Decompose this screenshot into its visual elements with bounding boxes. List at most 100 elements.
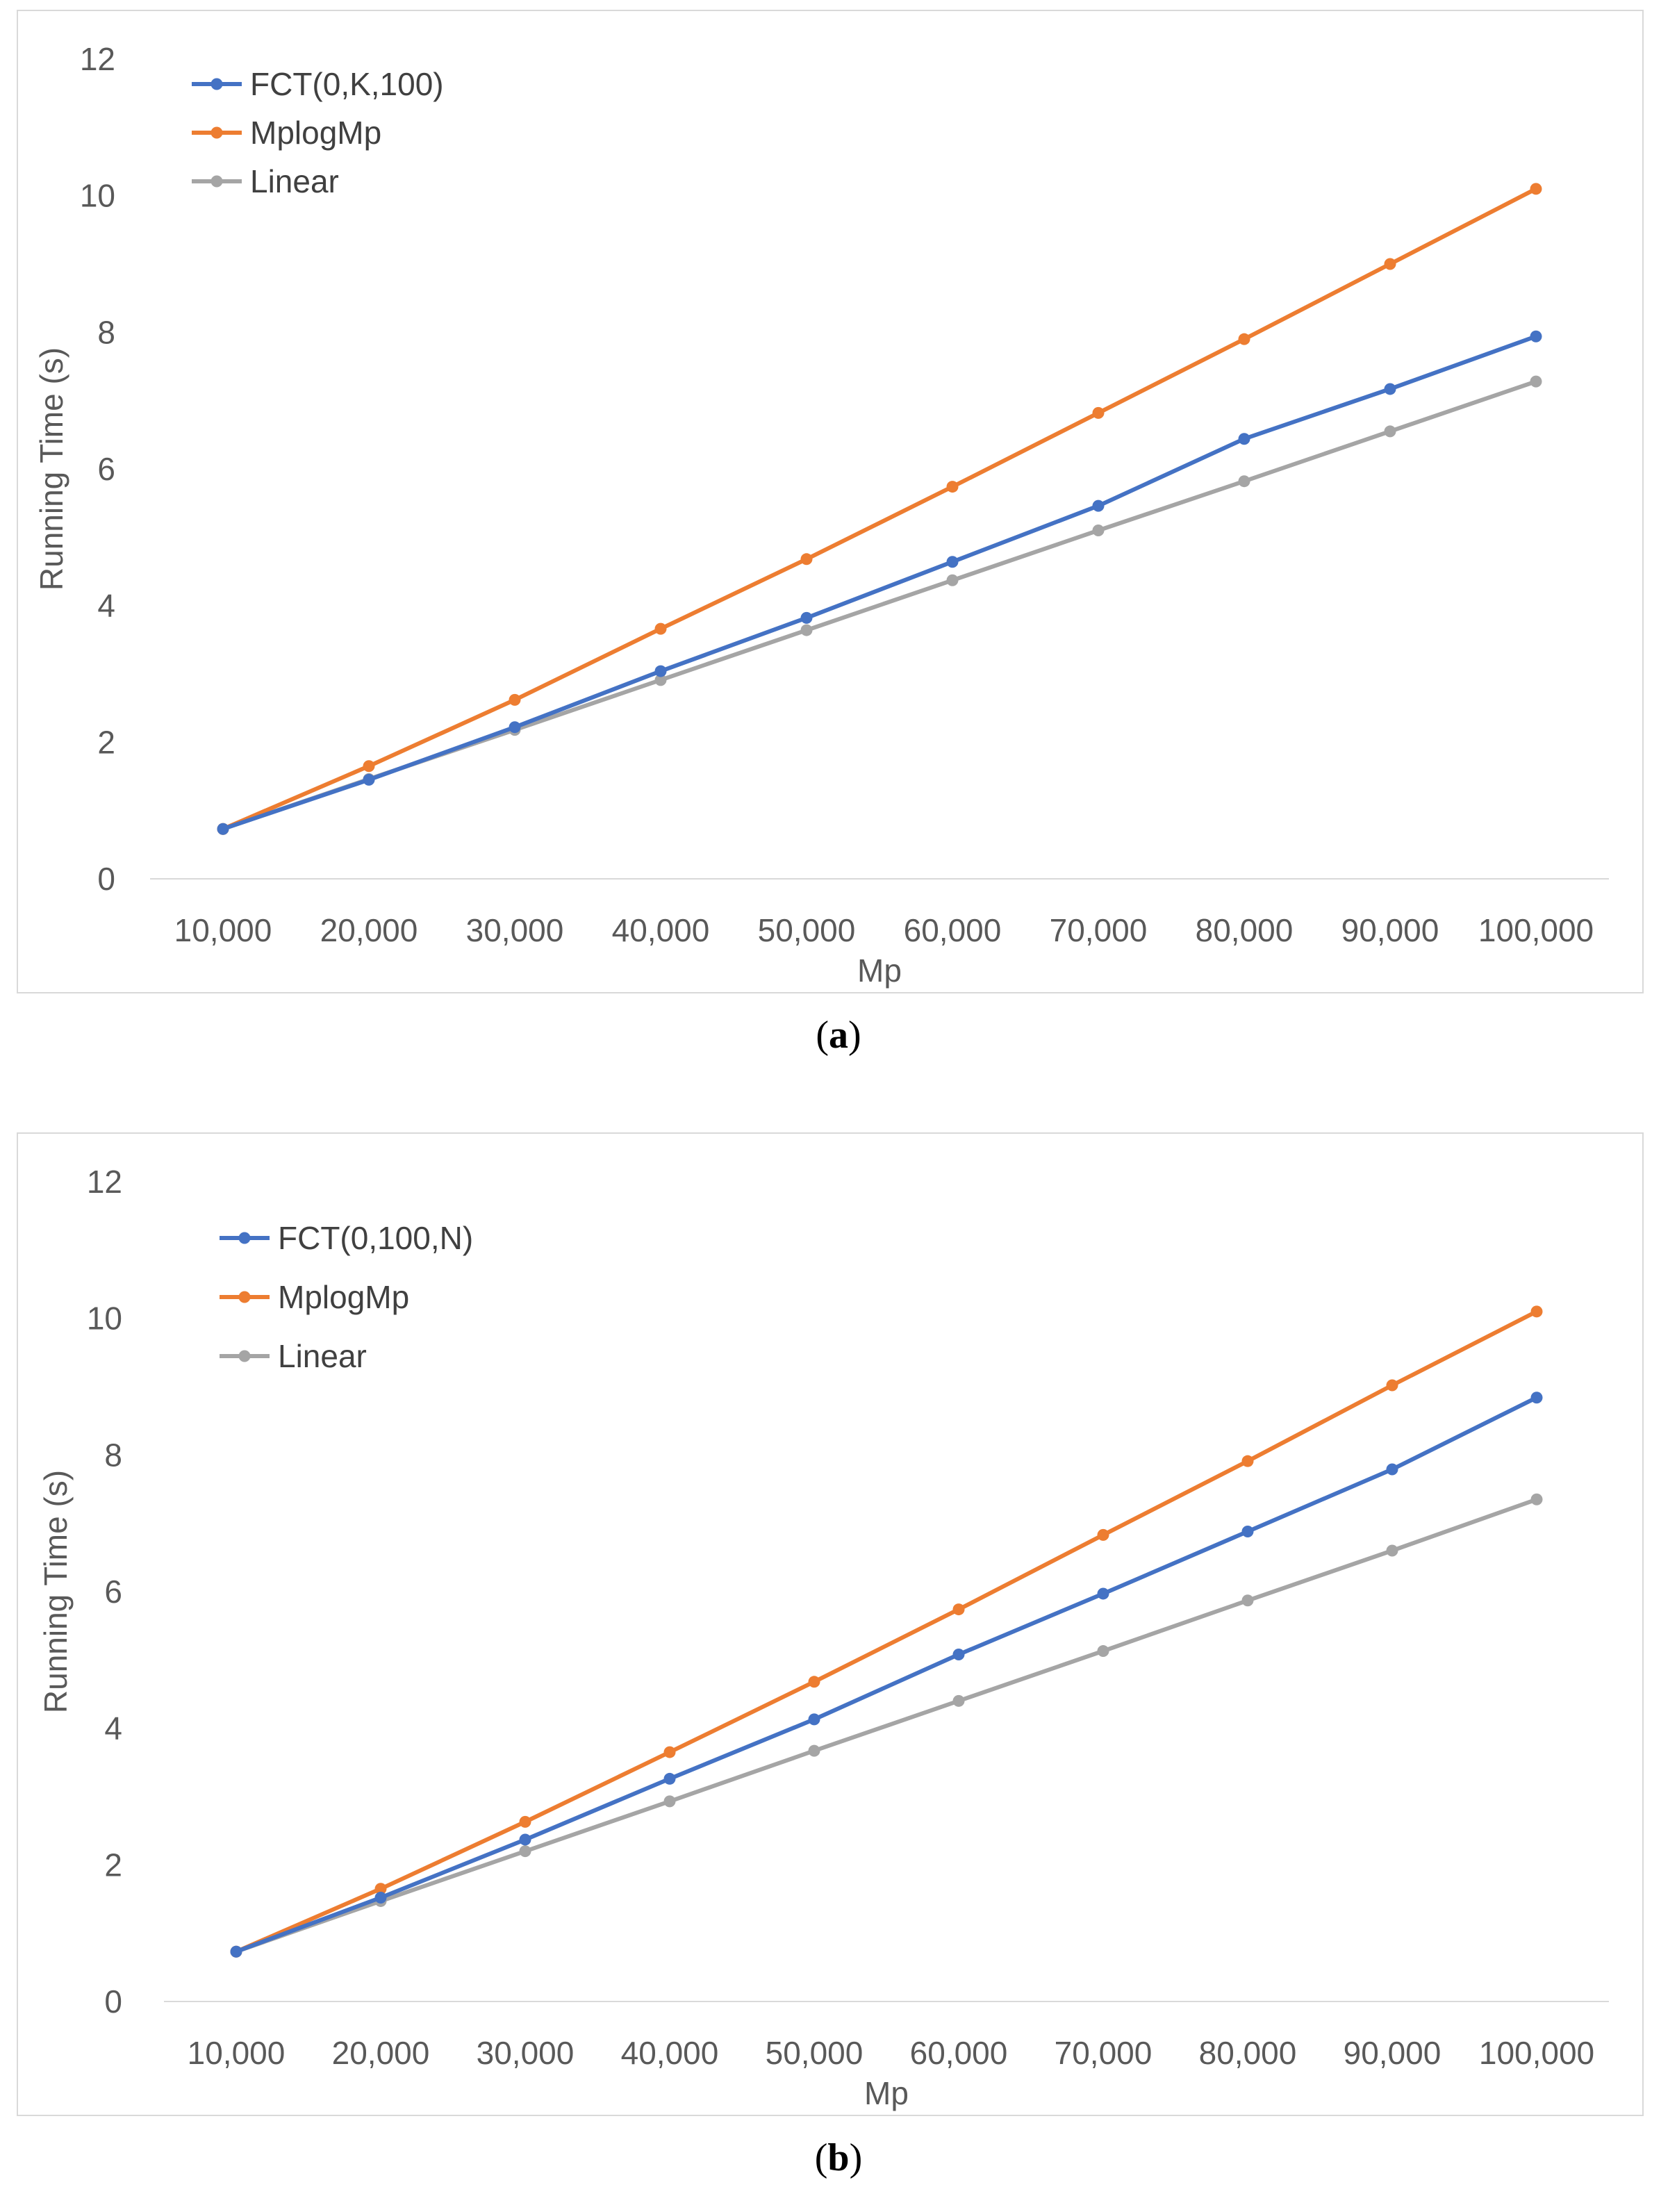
series-1 (217, 330, 1542, 835)
data-point (800, 553, 813, 566)
data-point (952, 1694, 965, 1707)
y-tick-label: 10 (80, 178, 115, 214)
legend-label: FCT(0,K,100) (250, 66, 444, 102)
data-point (946, 481, 959, 493)
y-tick-label: 8 (97, 314, 115, 350)
data-point (952, 1603, 965, 1616)
data-point (1386, 1379, 1398, 1392)
data-point (1530, 375, 1542, 388)
data-point (1092, 500, 1105, 512)
series-line (234, 1309, 1539, 1954)
x-tick-label: 70,000 (1050, 912, 1148, 948)
data-point (374, 1883, 387, 1895)
series-2 (217, 183, 1542, 835)
x-tick-label: 30,000 (466, 912, 564, 948)
data-point (519, 1815, 531, 1828)
data-point (808, 1744, 820, 1757)
series-3 (230, 1493, 1543, 1958)
series-1 (230, 1392, 1543, 1958)
legend-label: Linear (250, 163, 339, 199)
data-point (1241, 1455, 1254, 1467)
data-point (1384, 258, 1396, 270)
legend-swatch-marker (238, 1291, 251, 1303)
legend-swatch-marker (210, 175, 223, 188)
legend-label: MplogMp (278, 1279, 409, 1315)
x-axis-title: Mp (857, 952, 902, 989)
series-line (234, 1395, 1539, 1954)
x-axis-title: Mp (864, 2075, 909, 2111)
caption-a: (a) (816, 1014, 861, 1057)
data-point (1097, 1587, 1109, 1600)
legend-entry: FCT(0,K,100) (192, 66, 444, 102)
x-tick-label: 40,000 (612, 912, 710, 948)
legend-label: Linear (278, 1338, 367, 1374)
x-tick-label: 20,000 (332, 2035, 430, 2071)
legend-label: MplogMp (250, 115, 381, 151)
x-tick-label: 90,000 (1344, 2035, 1441, 2071)
x-tick-label: 10,000 (188, 2035, 286, 2071)
series-line (221, 334, 1538, 832)
data-point (808, 1713, 820, 1726)
series-3 (217, 375, 1542, 835)
data-point (654, 665, 667, 677)
data-point (1530, 330, 1542, 342)
data-point (1092, 406, 1105, 419)
data-point (1530, 183, 1542, 195)
x-tick-label: 40,000 (621, 2035, 719, 2071)
legend-entry: Linear (192, 163, 339, 199)
data-point (374, 1892, 387, 1904)
y-tick-label: 0 (104, 1983, 122, 2020)
data-point (519, 1833, 531, 1846)
data-point (230, 1945, 242, 1958)
series-2 (230, 1305, 1543, 1958)
data-point (1097, 1645, 1109, 1658)
series-line (221, 186, 1538, 832)
x-tick-label: 90,000 (1341, 912, 1439, 948)
data-point (1384, 383, 1396, 395)
y-tick-label: 6 (97, 451, 115, 487)
legend-swatch-marker (210, 126, 223, 139)
y-tick-label: 2 (97, 724, 115, 760)
legend-swatch-marker (238, 1232, 251, 1244)
data-point (946, 556, 959, 568)
data-point (363, 773, 375, 786)
y-axis-title: Running Time (s) (38, 1470, 74, 1713)
y-tick-label: 10 (87, 1301, 122, 1337)
y-tick-label: 8 (104, 1437, 122, 1473)
legend-swatch-marker (238, 1350, 251, 1362)
data-point (1530, 1392, 1543, 1404)
data-point (1530, 1493, 1543, 1505)
data-point (217, 823, 229, 835)
data-point (654, 622, 667, 635)
chart-panel-b: 0 2 4 6 8 10 12 10,000 20,000 30,000 40,000 50,000 6… (17, 1132, 1644, 2116)
legend-swatch-marker (210, 78, 223, 90)
data-point (1238, 433, 1250, 445)
data-point (519, 1845, 531, 1858)
data-point (808, 1676, 820, 1688)
x-tick-label: 80,000 (1196, 912, 1294, 948)
legend-entry: MplogMp (192, 115, 381, 151)
y-tick-label: 4 (104, 1710, 122, 1747)
data-point (1097, 1528, 1109, 1541)
x-tick-label: 30,000 (477, 2035, 575, 2071)
data-point (663, 1772, 676, 1785)
x-tick-label: 10,000 (174, 912, 272, 948)
legend-entry: Linear (220, 1338, 367, 1374)
data-point (800, 624, 813, 636)
line-chart-b: 0 2 4 6 8 10 12 10,000 20,000 30,000 40,000 50,000 6… (38, 1164, 1609, 2111)
x-tick-label: 80,000 (1199, 2035, 1297, 2071)
y-tick-label: 4 (97, 588, 115, 624)
series-line (234, 1497, 1539, 1954)
data-point (1386, 1463, 1398, 1476)
data-point (1241, 1594, 1254, 1607)
data-point (946, 574, 959, 586)
y-tick-label: 2 (104, 1847, 122, 1883)
data-point (509, 693, 521, 706)
line-chart-a: 0 2 4 6 8 10 12 10,000 20,000 30,000 40,000 50,000 6… (33, 41, 1609, 989)
x-tick-label: 50,000 (758, 912, 856, 948)
chart-panel-a: 0 2 4 6 8 10 12 10,000 20,000 30,000 40,000 50,000 6… (17, 10, 1644, 993)
data-point (1241, 1525, 1254, 1537)
data-point (663, 1746, 676, 1758)
data-point (1238, 333, 1250, 345)
legend-entry: MplogMp (220, 1279, 409, 1315)
